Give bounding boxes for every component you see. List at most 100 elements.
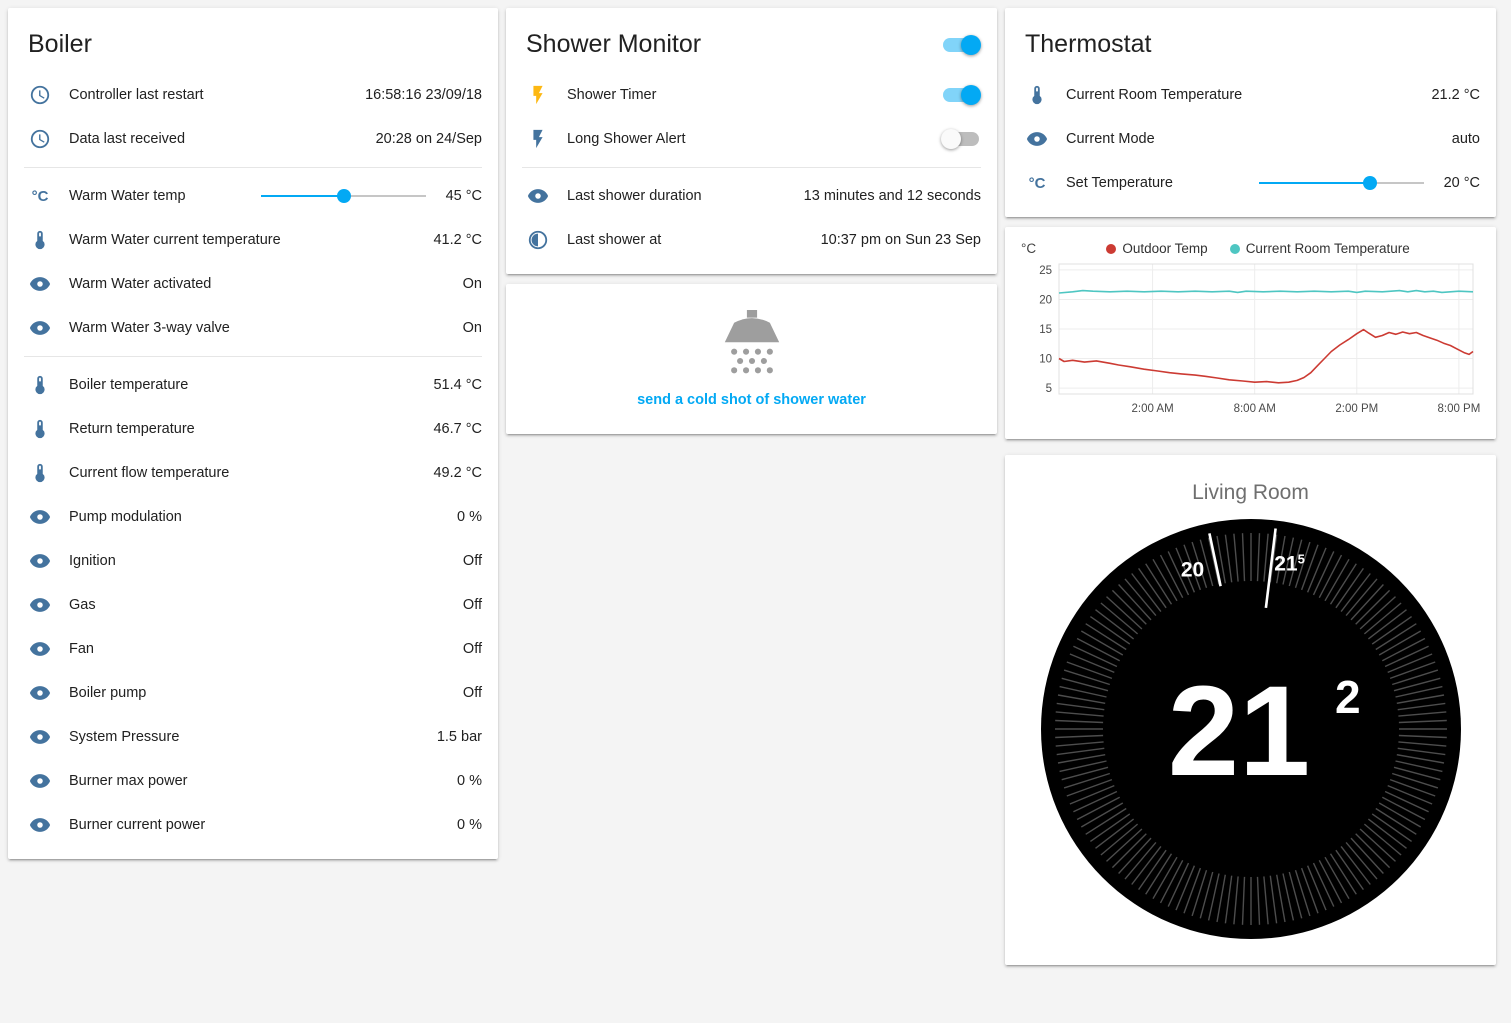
- entity-label: Warm Water activated: [69, 276, 212, 292]
- svg-text:25: 25: [1039, 265, 1052, 277]
- entity-value: 41.2 °C: [433, 232, 482, 248]
- row-gas[interactable]: Gas Off: [8, 583, 498, 627]
- eye-icon: [28, 316, 52, 340]
- entity-label: Last shower duration: [567, 188, 702, 204]
- entity-label: Fan: [69, 641, 94, 657]
- row-burner-current-power[interactable]: Burner current power 0 %: [8, 803, 498, 847]
- row-pump-modulation[interactable]: Pump modulation 0 %: [8, 495, 498, 539]
- cold-shot-button[interactable]: send a cold shot of shower water: [637, 392, 866, 408]
- legend-room-temp: Current Room Temperature: [1229, 241, 1410, 256]
- divider: [24, 167, 482, 168]
- entity-value: 46.7 °C: [433, 421, 482, 437]
- svg-text:20: 20: [1039, 295, 1052, 307]
- entity-value: 0 %: [457, 817, 482, 833]
- toggle-knob: [961, 85, 981, 105]
- celsius-icon: °C: [31, 187, 49, 205]
- svg-text:2:00 PM: 2:00 PM: [1335, 403, 1378, 415]
- entity-label: Last shower at: [567, 232, 662, 248]
- slider-knob[interactable]: [1362, 176, 1377, 190]
- svg-text:10: 10: [1039, 354, 1052, 366]
- warm-water-temp-slider[interactable]: [261, 184, 426, 208]
- entity-value: 0 %: [457, 509, 482, 525]
- thermometer-icon: [28, 461, 52, 485]
- entity-value: 1.5 bar: [436, 729, 482, 745]
- entity-value: Off: [462, 685, 482, 701]
- thermostat-card: Thermostat Current Room Temperature 21.2…: [1005, 8, 1496, 217]
- entity-label: Long Shower Alert: [567, 131, 686, 147]
- row-set-temperature: °C Set Temperature 20 °C: [1005, 161, 1496, 205]
- entity-label: Pump modulation: [69, 509, 182, 525]
- svg-text:2:00 AM: 2:00 AM: [1131, 403, 1173, 415]
- eye-icon: [28, 593, 52, 617]
- boiler-card-header: Boiler: [8, 8, 498, 73]
- row-current-room-temperature[interactable]: Current Room Temperature 21.2 °C: [1005, 73, 1496, 117]
- entity-value: 16:58:16 23/09/18: [365, 87, 482, 103]
- row-current-flow-temperature[interactable]: Current flow temperature 49.2 °C: [8, 451, 498, 495]
- row-warm-water-activated[interactable]: Warm Water activated On: [8, 262, 498, 306]
- row-current-mode[interactable]: Current Mode auto: [1005, 117, 1496, 161]
- slider-fill: [1259, 182, 1370, 184]
- left-column: Boiler Controller last restart 16:58:16 …: [8, 8, 498, 859]
- dial-marker-tick: [1207, 533, 1222, 587]
- row-last-shower-at[interactable]: Last shower at 10:37 pm on Sun 23 Sep: [506, 218, 997, 262]
- shower-head-icon: [711, 310, 793, 378]
- boiler-card: Boiler Controller last restart 16:58:16 …: [8, 8, 498, 859]
- row-warm-water-temp: °C Warm Water temp 45 °C: [8, 174, 498, 218]
- thermostat-title: Thermostat: [1025, 30, 1152, 58]
- legend-items: Outdoor Temp Current Room Temperature: [1036, 241, 1480, 256]
- legend-label: Outdoor Temp: [1122, 241, 1208, 256]
- toggle-knob: [961, 34, 981, 55]
- eye-icon: [28, 549, 52, 573]
- shower-action-card: send a cold shot of shower water: [506, 284, 997, 434]
- clock-icon: [28, 127, 52, 151]
- shower-monitor-card: Shower Monitor Shower Timer Long Shower …: [506, 8, 997, 274]
- entity-label: Current Room Temperature: [1066, 87, 1243, 103]
- row-last-shower-duration[interactable]: Last shower duration 13 minutes and 12 s…: [506, 174, 997, 218]
- row-controller-last-restart[interactable]: Controller last restart 16:58:16 23/09/1…: [8, 73, 498, 117]
- entity-value: 20 °C: [1443, 175, 1480, 191]
- eye-icon: [526, 184, 550, 208]
- row-burner-max-power[interactable]: Burner max power 0 %: [8, 759, 498, 803]
- entity-label: Current flow temperature: [69, 465, 230, 481]
- row-long-shower-alert: Long Shower Alert: [506, 117, 997, 161]
- slider-knob[interactable]: [336, 189, 351, 203]
- row-warm-water-3way-valve[interactable]: Warm Water 3-way valve On: [8, 306, 498, 350]
- row-boiler-pump[interactable]: Boiler pump Off: [8, 671, 498, 715]
- row-fan[interactable]: Fan Off: [8, 627, 498, 671]
- entity-label: Burner current power: [69, 817, 206, 833]
- eye-icon: [28, 813, 52, 837]
- long-shower-alert-toggle[interactable]: [941, 129, 981, 149]
- legend-outdoor-temp: Outdoor Temp: [1106, 241, 1208, 256]
- row-boiler-temperature[interactable]: Boiler temperature 51.4 °C: [8, 363, 498, 407]
- right-column: Thermostat Current Room Temperature 21.2…: [1005, 8, 1496, 965]
- svg-text:5: 5: [1046, 383, 1052, 395]
- entity-label: Shower Timer: [567, 87, 657, 103]
- entity-label: Burner max power: [69, 773, 188, 789]
- row-shower-timer: Shower Timer: [506, 73, 997, 117]
- entity-label: Gas: [69, 597, 96, 613]
- clock-progress-icon: [526, 228, 550, 252]
- set-temperature-slider[interactable]: [1259, 171, 1424, 195]
- entity-label: Current Mode: [1066, 131, 1155, 147]
- chart-legend: °C Outdoor Temp Current Room Temperature: [1021, 241, 1480, 256]
- row-ignition[interactable]: Ignition Off: [8, 539, 498, 583]
- shower-timer-toggle[interactable]: [941, 85, 981, 105]
- dial-marker-tick: [1264, 528, 1277, 609]
- row-warm-water-current-temperature[interactable]: Warm Water current temperature 41.2 °C: [8, 218, 498, 262]
- entity-label: Warm Water 3-way valve: [69, 320, 230, 336]
- entity-label: Warm Water temp: [69, 188, 186, 204]
- entity-label: Ignition: [69, 553, 116, 569]
- entity-value: 45 °C: [445, 188, 482, 204]
- thermometer-icon: [28, 417, 52, 441]
- row-data-last-received[interactable]: Data last received 20:28 on 24/Sep: [8, 117, 498, 161]
- row-return-temperature[interactable]: Return temperature 46.7 °C: [8, 407, 498, 451]
- shower-monitor-toggle[interactable]: [941, 34, 981, 55]
- boiler-title: Boiler: [28, 30, 92, 58]
- dial-scale-low-label: 20: [1180, 558, 1203, 581]
- entity-value: Off: [462, 553, 482, 569]
- entity-label: System Pressure: [69, 729, 180, 745]
- eye-icon: [28, 725, 52, 749]
- row-system-pressure[interactable]: System Pressure 1.5 bar: [8, 715, 498, 759]
- entity-label: Set Temperature: [1066, 175, 1173, 191]
